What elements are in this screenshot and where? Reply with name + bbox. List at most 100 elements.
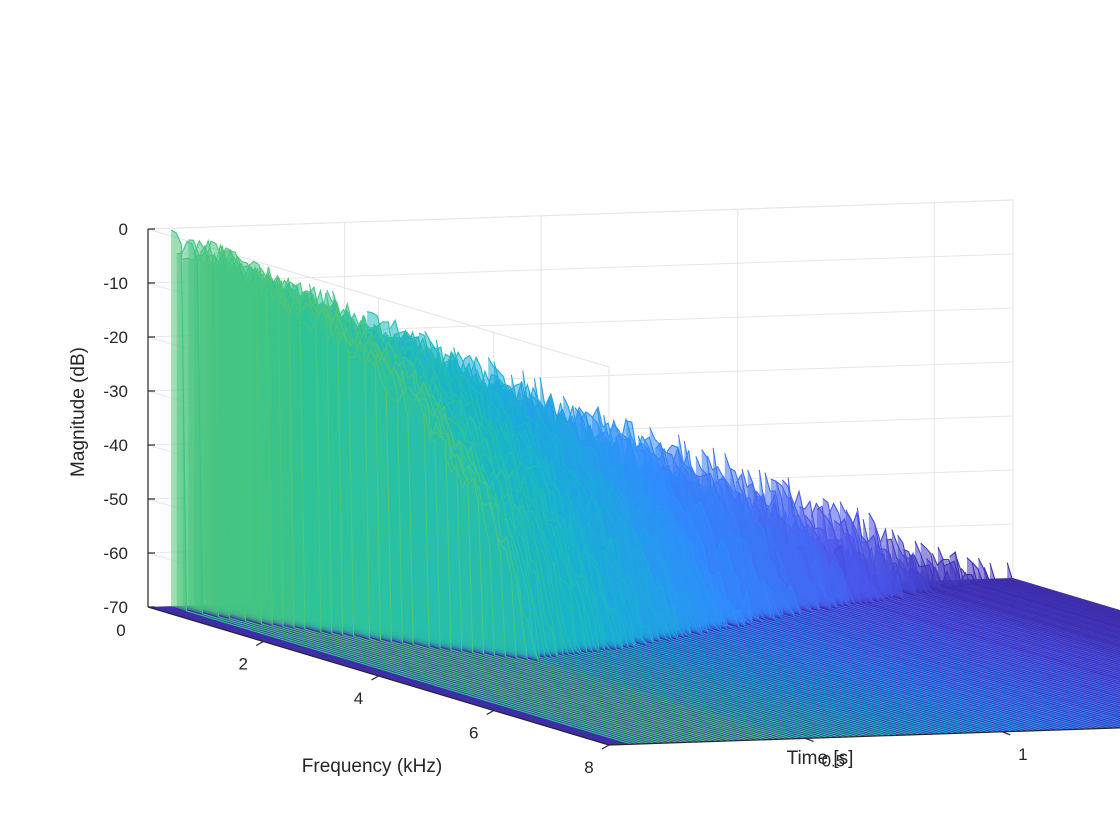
surface-ridgeline: [528, 388, 990, 733]
axes-labels: Magnitude (dB) Frequency (kHz) Time [s] …: [68, 220, 1028, 777]
surface-slice-fill: [251, 269, 713, 742]
surface-ridgeline: [632, 443, 1094, 730]
surface-ridgeline: [216, 245, 679, 744]
surface-slice-fill: [632, 443, 1094, 729]
x-tick-label: 8: [584, 758, 593, 777]
surface-ridgeline: [176, 240, 638, 745]
x-tick-3: [601, 744, 610, 750]
surface-ridgeline: [603, 415, 1065, 731]
surface-ridgeline: [677, 434, 1120, 722]
surface-ridgeline: [822, 498, 1120, 674]
y-tick-label: 1: [1018, 745, 1027, 764]
surface-ridgeline: [626, 420, 1088, 730]
surface-ridgeline: [735, 473, 1120, 703]
surface-ridgeline: [666, 444, 1120, 726]
surface-ridgeline: [989, 562, 1120, 619]
surface-ridgeline: [850, 511, 1120, 665]
surface-ridgeline: [182, 239, 644, 745]
surface-ridgeline: [862, 519, 1120, 661]
z-axis-title: Magnitude (dB): [68, 347, 89, 477]
x-tick-1: [371, 675, 379, 681]
surface-ridgeline: [360, 322, 823, 739]
surface-ridgeline: [781, 479, 1120, 688]
surface-ridgeline: [810, 502, 1120, 678]
surface-ridgeline: [972, 562, 1120, 625]
surface-ridgeline: [533, 378, 996, 733]
surface-slice-fill: [257, 271, 719, 742]
y-axis-title: Time [s]: [787, 748, 854, 769]
surface-ridgeline: [591, 407, 1054, 731]
surface-ridgeline: [637, 435, 1100, 730]
surface-ridgeline: [649, 427, 1111, 729]
surface-ridgeline: [331, 290, 794, 740]
surface-ridgeline: [695, 455, 1120, 717]
surface-ridgeline: [949, 551, 1120, 632]
surface-ridgeline: [770, 478, 1120, 692]
surface-ridgeline: [585, 411, 1048, 731]
z-tick-label: -40: [103, 436, 128, 455]
y-tick-label: 0.5: [822, 751, 846, 770]
surface-ridgeline: [372, 321, 835, 739]
surface-ridgeline: [787, 477, 1120, 686]
surface-ridgeline: [799, 499, 1120, 682]
surface-ridgeline: [193, 239, 656, 745]
surface-ridgeline: [222, 249, 685, 744]
z-tick-label: -50: [103, 490, 128, 509]
x-axis-title: Frequency (kHz): [302, 756, 442, 777]
x-tick-2: [486, 709, 495, 716]
surface-ridgeline: [920, 542, 1120, 642]
surface-ridgeline: [926, 558, 1120, 640]
surface-ridgeline: [188, 239, 650, 745]
surface-ridgeline: [1006, 562, 1120, 613]
surface-ridgeline: [453, 347, 915, 736]
surface-ridgeline: [239, 266, 702, 743]
surface-ridgeline: [954, 551, 1120, 630]
surface-ridgeline: [205, 240, 667, 744]
surface-ridgeline: [966, 557, 1120, 626]
surface-ridgeline: [701, 449, 1120, 715]
surface-ridgeline: [522, 370, 984, 733]
surface-ridgeline: [389, 318, 852, 738]
surface-ridgeline: [458, 354, 921, 736]
surface-ridgeline: [349, 322, 811, 739]
surface-ridgeline: [758, 469, 1120, 696]
z-tick-label: -70: [103, 598, 128, 617]
surface-ridgeline: [909, 554, 1120, 646]
surface-slice-fill: [626, 421, 1088, 729]
surface-ridgeline: [879, 527, 1120, 655]
surface-ridgeline: [672, 446, 1120, 724]
surface-ridgeline: [355, 328, 817, 739]
surface-ridgeline: [960, 568, 1120, 628]
surface-ridgeline: [712, 447, 1120, 711]
surface-ridgeline: [741, 468, 1120, 701]
z-tick-label: -20: [103, 328, 128, 347]
surface-ridgeline: [804, 515, 1120, 680]
surface-ridgeline: [510, 374, 973, 734]
y-tick-0: [805, 737, 814, 742]
surface-ridgeline: [729, 468, 1120, 705]
z-tick-label: -10: [103, 274, 128, 293]
surface-ridgeline: [977, 557, 1120, 623]
surface-ridgeline: [614, 432, 1077, 730]
surface-plot: [148, 229, 1120, 745]
surface-ridgeline: [833, 517, 1120, 671]
surface-ridgeline: [937, 546, 1120, 636]
surface-ridgeline: [753, 490, 1120, 697]
x-tick-label: 2: [239, 655, 248, 674]
surface-ridgeline: [886, 538, 1120, 653]
surface-slice-fill: [199, 245, 661, 744]
surface-ridgeline: [412, 335, 875, 737]
surface-ridgeline: [568, 406, 1031, 732]
z-tick-label: -30: [103, 382, 128, 401]
surface-ridgeline: [487, 357, 950, 735]
surface-ridgeline: [280, 286, 742, 742]
x-tick-label: 6: [469, 724, 478, 743]
surface-ridgeline: [689, 463, 1120, 719]
surface-ridgeline: [764, 472, 1120, 694]
surface-ridgeline: [897, 534, 1120, 649]
y-tick-1: [1001, 731, 1011, 736]
surface-ridgeline: [343, 312, 806, 739]
surface-ridgeline: [776, 481, 1120, 690]
surface-ridgeline: [718, 478, 1120, 709]
